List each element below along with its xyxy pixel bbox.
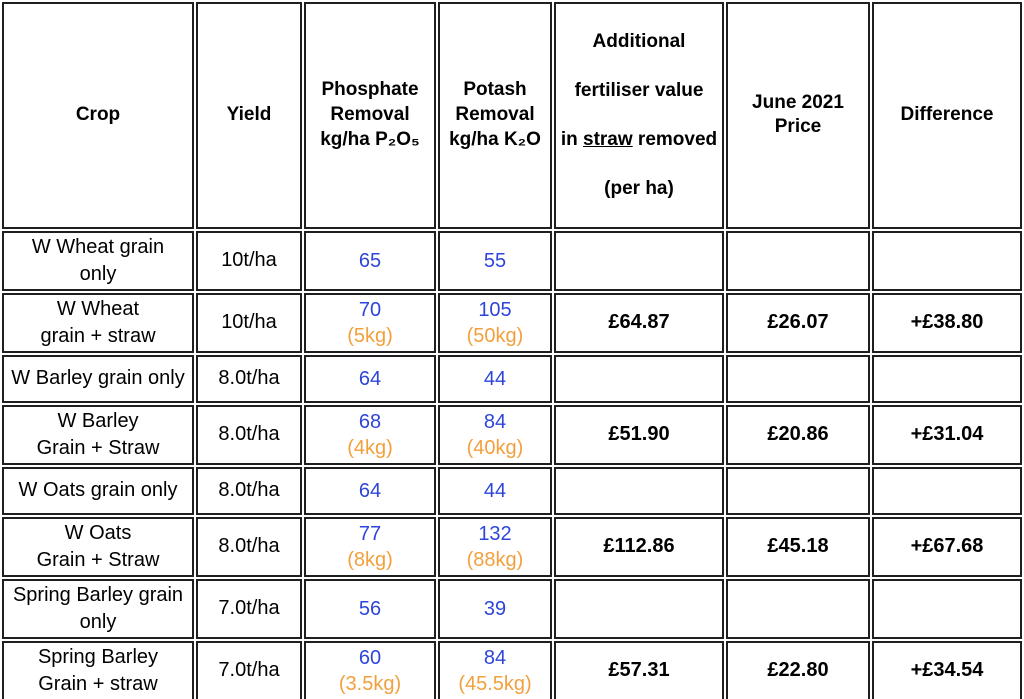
- cell-potash: 44: [438, 354, 552, 403]
- table-row-w-oats-grain-only: W Oats grain only 8.0t/ha 64 44: [2, 466, 1022, 515]
- cell-price: [726, 354, 870, 403]
- cell-crop: W Oats Grain + Straw: [2, 516, 194, 577]
- cell-crop: Spring Barley Grain + straw: [2, 640, 194, 699]
- cell-yield: 8.0t/ha: [196, 354, 302, 403]
- cell-straw-value: £57.31: [554, 640, 724, 699]
- cell-straw-value: [554, 230, 724, 291]
- table-row-w-barley-grain-straw: W Barley Grain + Straw 8.0t/ha 68 (4kg) 8…: [2, 404, 1022, 465]
- column-header-potash-removal: Potash Removal kg/ha K₂O: [438, 2, 552, 229]
- cell-crop: W Wheat grain only: [2, 230, 194, 291]
- cell-difference: [872, 578, 1022, 639]
- table-row-w-wheat-grain-only: W Wheat grain only 10t/ha 65 55: [2, 230, 1022, 291]
- header-line: fertiliser value: [574, 79, 704, 101]
- table-row-w-wheat-grain-straw: W Wheat grain + straw 10t/ha 70 (5kg) 105…: [2, 292, 1022, 353]
- cell-phosphate: 60 (3.5kg): [304, 640, 436, 699]
- cell-phosphate: 65: [304, 230, 436, 291]
- cell-difference: +£34.54: [872, 640, 1022, 699]
- cell-straw-value: [554, 354, 724, 403]
- header-line: (per ha): [604, 177, 674, 199]
- cell-potash: 44: [438, 466, 552, 515]
- column-header-phosphate-removal: Phosphate Removal kg/ha P₂O₅: [304, 2, 436, 229]
- header-line: in straw removed: [560, 128, 718, 150]
- cell-difference: +£31.04: [872, 404, 1022, 465]
- column-header-additional-fertiliser-value: Additional fertiliser value in straw rem…: [554, 2, 724, 229]
- column-header-difference: Difference: [872, 2, 1022, 229]
- cell-price: [726, 578, 870, 639]
- cell-phosphate: 56: [304, 578, 436, 639]
- column-header-crop: Crop: [2, 2, 194, 229]
- cell-difference: [872, 466, 1022, 515]
- cell-straw-value: [554, 466, 724, 515]
- cell-crop: W Wheat grain + straw: [2, 292, 194, 353]
- cell-potash: 84 (40kg): [438, 404, 552, 465]
- cell-potash: 132 (88kg): [438, 516, 552, 577]
- cell-phosphate: 68 (4kg): [304, 404, 436, 465]
- cell-straw-value: [554, 578, 724, 639]
- cell-crop: Spring Barley grain only: [2, 578, 194, 639]
- cell-difference: +£67.68: [872, 516, 1022, 577]
- cell-phosphate: 70 (5kg): [304, 292, 436, 353]
- cell-crop: W Oats grain only: [2, 466, 194, 515]
- cell-potash: 55: [438, 230, 552, 291]
- cell-difference: [872, 230, 1022, 291]
- cell-yield: 10t/ha: [196, 230, 302, 291]
- cell-price: £22.80: [726, 640, 870, 699]
- column-header-yield: Yield: [196, 2, 302, 229]
- cell-price: [726, 230, 870, 291]
- cell-straw-value: £112.86: [554, 516, 724, 577]
- cell-potash: 39: [438, 578, 552, 639]
- table-row-spring-barley-grain-only: Spring Barley grain only 7.0t/ha 56 39: [2, 578, 1022, 639]
- cell-difference: [872, 354, 1022, 403]
- cell-crop: W Barley grain only: [2, 354, 194, 403]
- cell-yield: 7.0t/ha: [196, 578, 302, 639]
- table-row-w-barley-grain-only: W Barley grain only 8.0t/ha 64 44: [2, 354, 1022, 403]
- cell-price: £20.86: [726, 404, 870, 465]
- cell-difference: +£38.80: [872, 292, 1022, 353]
- cell-phosphate: 64: [304, 354, 436, 403]
- table-row-spring-barley-grain-straw: Spring Barley Grain + straw 7.0t/ha 60 (3…: [2, 640, 1022, 699]
- cell-price: [726, 466, 870, 515]
- table-row-w-oats-grain-straw: W Oats Grain + Straw 8.0t/ha 77 (8kg) 132…: [2, 516, 1022, 577]
- cell-yield: 10t/ha: [196, 292, 302, 353]
- underlined-word-straw: straw: [583, 128, 633, 150]
- cell-yield: 8.0t/ha: [196, 516, 302, 577]
- cell-yield: 7.0t/ha: [196, 640, 302, 699]
- cell-straw-value: £64.87: [554, 292, 724, 353]
- header-line: Additional: [592, 30, 686, 52]
- cell-potash: 84 (45.5kg): [438, 640, 552, 699]
- cell-price: £26.07: [726, 292, 870, 353]
- cell-phosphate: 77 (8kg): [304, 516, 436, 577]
- table-header-row: Crop Yield Phosphate Removal kg/ha P₂O₅ …: [2, 2, 1022, 229]
- cell-potash: 105 (50kg): [438, 292, 552, 353]
- cell-yield: 8.0t/ha: [196, 466, 302, 515]
- cell-crop: W Barley Grain + Straw: [2, 404, 194, 465]
- cell-straw-value: £51.90: [554, 404, 724, 465]
- cell-phosphate: 64: [304, 466, 436, 515]
- cell-yield: 8.0t/ha: [196, 404, 302, 465]
- column-header-june-2021-price: June 2021 Price: [726, 2, 870, 229]
- cell-price: £45.18: [726, 516, 870, 577]
